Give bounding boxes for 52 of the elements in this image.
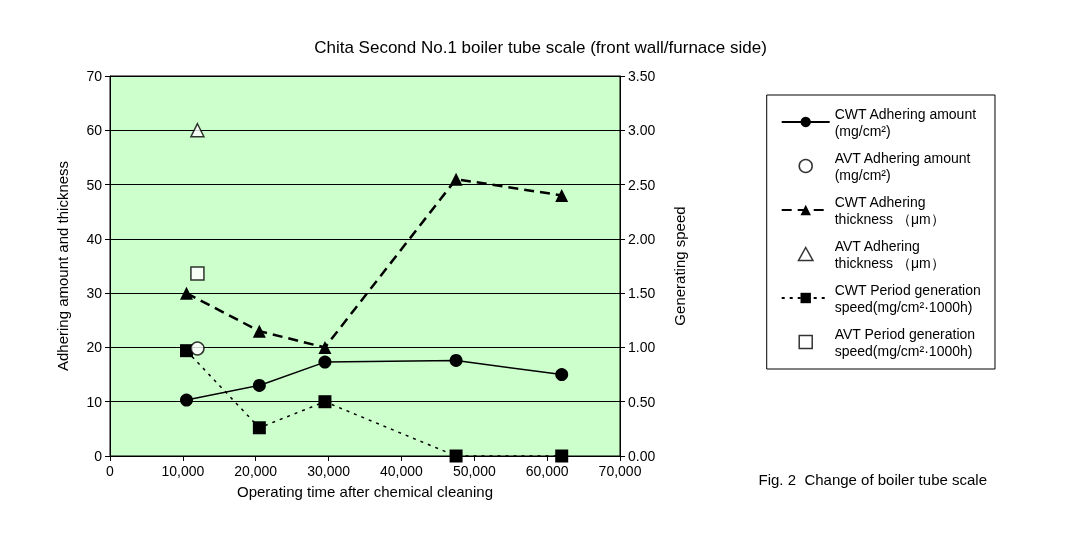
x-tick-label: 0 (106, 463, 115, 479)
point (318, 395, 332, 409)
y-tick-label: 30 (86, 285, 103, 302)
point (318, 355, 332, 369)
x-tick-label: 50,000 (452, 463, 496, 479)
point (252, 378, 266, 392)
point (180, 286, 193, 300)
legend-label: CWT Period generation speed(mg/cm²·1000h) (834, 281, 981, 315)
point (449, 449, 463, 463)
legend-label: AVT Period generation speed(mg/cm²·1000h) (834, 325, 976, 359)
x-tick-label: 40,000 (380, 463, 424, 479)
caption: Fig. 2 Change of boiler tube scale (758, 471, 988, 488)
y2-tick-label: 1.50 (628, 285, 656, 302)
y2-tick-label: 1.00 (628, 339, 656, 356)
y-tick-label: 20 (86, 339, 103, 356)
point (252, 324, 266, 338)
chart-title: Chita Second No.1 boiler tube scale (front wall/furnace side) (314, 38, 767, 57)
point (190, 266, 205, 281)
legend-label: CWT Adhering amount (mg/cm²) (834, 105, 977, 139)
y-tick-label: 60 (86, 122, 103, 139)
y2-tick-label: 0.00 (628, 448, 656, 464)
y-tick-label: 0 (94, 448, 103, 464)
x-axis-title: Operating time after chemical cleaning (237, 483, 493, 500)
y2-tick-label: 3.00 (628, 122, 656, 139)
point (180, 393, 193, 407)
x-tick-label: 70,000 (598, 463, 642, 479)
y-axis-title: Adhering amount and thickness (54, 160, 71, 372)
point (318, 340, 332, 354)
point (449, 353, 463, 367)
y-tick-label: 50 (86, 176, 103, 193)
legend-label: AVT Adhering amount (mg/cm²) (834, 149, 971, 183)
legend-label: AVT Adhering thickness （μm） (834, 237, 945, 271)
y2-tick-label: 3.50 (628, 68, 656, 84)
x-tick-label: 30,000 (307, 463, 351, 479)
y2-tick-label: 2.00 (628, 230, 656, 247)
point (555, 449, 569, 463)
point (190, 123, 205, 138)
x-tick-label: 10,000 (161, 463, 205, 479)
point (555, 368, 569, 382)
y-tick-label: 70 (86, 68, 103, 84)
point (449, 172, 463, 186)
point (252, 421, 266, 435)
legend-label: CWT Adhering thickness （μm） (834, 193, 945, 227)
point (555, 188, 569, 202)
y2-tick-label: 2.50 (628, 176, 656, 193)
y-tick-label: 40 (86, 230, 103, 247)
y2-tick-label: 0.50 (628, 393, 656, 410)
x-tick-label: 60,000 (525, 463, 569, 479)
y2-axis-title: Generating speed (671, 206, 688, 326)
point (190, 341, 205, 356)
x-tick-label: 20,000 (234, 463, 278, 479)
y-tick-label: 10 (86, 393, 103, 410)
